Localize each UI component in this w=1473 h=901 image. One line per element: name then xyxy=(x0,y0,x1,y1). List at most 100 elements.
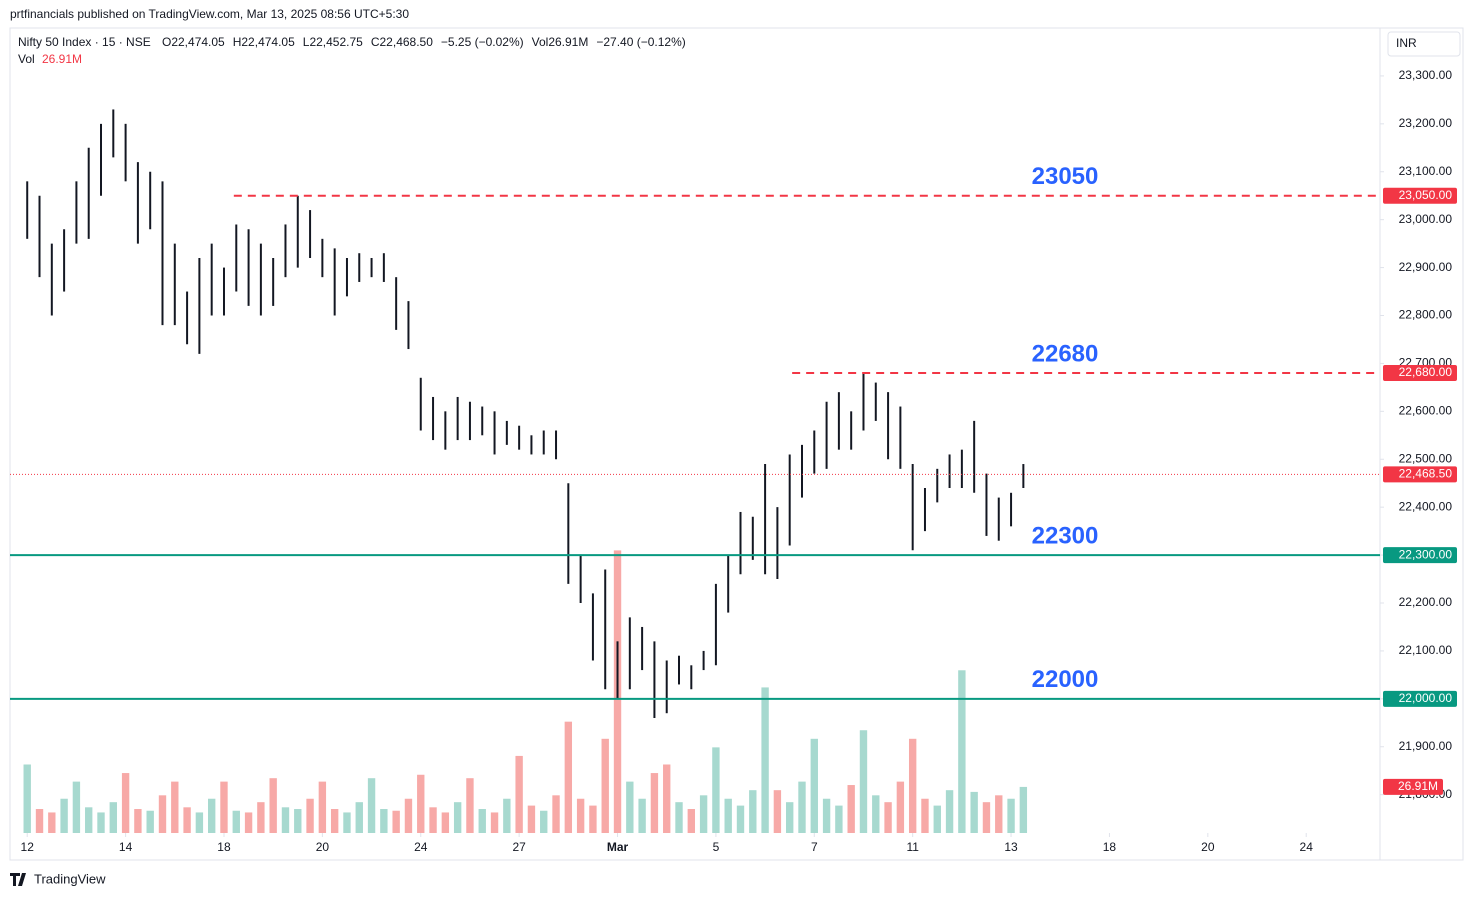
volume-bar xyxy=(306,798,314,833)
x-tick-label: 7 xyxy=(811,840,818,854)
y-tick-label: 22,200.00 xyxy=(1399,595,1453,609)
currency[interactable]: INR xyxy=(1396,36,1417,50)
x-tick-label: 27 xyxy=(512,840,526,854)
volume-bar xyxy=(835,805,843,833)
volume-bar xyxy=(589,805,597,833)
logo xyxy=(10,873,26,886)
last-price-label: 22,468.50 xyxy=(1399,467,1453,481)
volume-bar xyxy=(367,778,376,833)
currency-box[interactable] xyxy=(1387,31,1461,57)
x-tick-label: 24 xyxy=(1300,840,1314,854)
volume-bar xyxy=(552,795,560,833)
volume-bar xyxy=(822,798,831,833)
volume-bar xyxy=(318,781,327,833)
level-annotation: 23050 xyxy=(1032,163,1099,190)
volume-bar xyxy=(404,798,413,833)
level-label: 22,000.00 xyxy=(1399,691,1453,705)
volume-bar xyxy=(330,809,339,833)
legend-value: C22,468.50 xyxy=(371,35,433,49)
volume-bar xyxy=(650,773,659,833)
volume-bar xyxy=(908,738,917,833)
level-label-box xyxy=(1383,187,1457,204)
level-label-box xyxy=(1383,365,1457,381)
volume-bar xyxy=(933,805,941,833)
x-tick-label: 20 xyxy=(1201,840,1215,854)
volume-bar xyxy=(35,809,44,833)
legend-value: −27.40 (−0.12%) xyxy=(596,35,685,49)
y-tick-label: 22,900.00 xyxy=(1399,260,1453,274)
last-volume-label: 26.91M xyxy=(1398,779,1438,793)
volume-bar xyxy=(466,778,474,833)
volume-bar xyxy=(23,764,31,833)
brand: TradingView xyxy=(34,871,106,886)
volume-bar xyxy=(712,747,720,833)
x-tick-label: 12 xyxy=(21,840,35,854)
x-tick-label: Mar xyxy=(607,840,629,854)
last-volume-box xyxy=(1383,778,1443,795)
volume-bar xyxy=(48,812,56,833)
x-tick-label: 18 xyxy=(1103,840,1117,854)
volume-bar xyxy=(60,798,68,833)
y-tick-label: 22,600.00 xyxy=(1399,404,1453,418)
volume-bar xyxy=(773,790,782,833)
volume-bar xyxy=(945,790,954,833)
volume-bar xyxy=(527,805,536,833)
level-label-box xyxy=(1383,547,1457,564)
volume-bar xyxy=(380,809,388,833)
symbol: Nifty 50 Index · 15 · NSE xyxy=(18,35,151,49)
volume-bar xyxy=(85,807,93,833)
volume-title: Vol xyxy=(18,52,35,66)
y-tick-label: 23,200.00 xyxy=(1399,116,1453,130)
volume-value: 26.91M xyxy=(42,52,82,66)
level-annotation: 22000 xyxy=(1032,666,1099,693)
x-tick-label: 5 xyxy=(713,840,720,854)
y-tick-label: 22,800.00 xyxy=(1399,308,1453,322)
volume-bar xyxy=(638,798,646,833)
y-tick-label: 23,000.00 xyxy=(1399,212,1453,226)
volume-bar xyxy=(220,781,228,833)
x-tick-label: 13 xyxy=(1004,840,1018,854)
volume-bar xyxy=(72,781,81,833)
y-tick-label: 23,100.00 xyxy=(1399,164,1453,178)
volume-bar xyxy=(183,807,191,833)
level-label: 23,050.00 xyxy=(1399,188,1453,202)
volume-bar xyxy=(786,802,794,833)
volume-bar xyxy=(453,802,462,833)
x-tick-label: 14 xyxy=(119,840,133,854)
y-tick-label: 21,900.00 xyxy=(1399,739,1453,753)
volume-bar xyxy=(921,798,929,833)
volume-bar xyxy=(429,807,437,833)
volume-bar xyxy=(749,790,757,833)
volume-bar xyxy=(355,802,363,833)
volume-bar xyxy=(970,791,978,833)
frame xyxy=(9,27,1464,861)
x-tick-label: 18 xyxy=(217,840,231,854)
volume-bar xyxy=(158,795,167,833)
legend-value: Vol26.91M xyxy=(532,35,589,49)
volume-bar xyxy=(1007,798,1015,833)
volume-bar xyxy=(109,802,117,833)
volume-bar xyxy=(146,810,154,833)
volume-bar xyxy=(343,812,351,833)
volume-bar xyxy=(847,785,855,833)
volume-bar xyxy=(995,795,1003,833)
volume-bar xyxy=(515,755,523,833)
level-annotation: 22680 xyxy=(1032,340,1099,367)
volume-bar xyxy=(134,809,142,833)
volume-bar xyxy=(675,802,683,833)
volume-bar xyxy=(761,687,769,833)
volume-bar xyxy=(503,798,511,833)
volume-bar xyxy=(896,781,905,833)
volume-bar xyxy=(601,738,609,833)
publisher: prtfinancials published on TradingView.c… xyxy=(10,7,409,21)
level-label: 22,680.00 xyxy=(1399,365,1453,379)
volume-bar xyxy=(269,778,277,833)
volume-bar xyxy=(207,798,216,833)
volume-bar xyxy=(490,812,499,833)
volume-bar xyxy=(294,809,302,833)
volume-bar xyxy=(232,810,240,833)
volume-bar xyxy=(576,798,585,833)
level-label-box xyxy=(1383,690,1457,707)
legend-value: H22,474.05 xyxy=(233,35,295,49)
y-tick-label: 22,500.00 xyxy=(1399,451,1453,465)
